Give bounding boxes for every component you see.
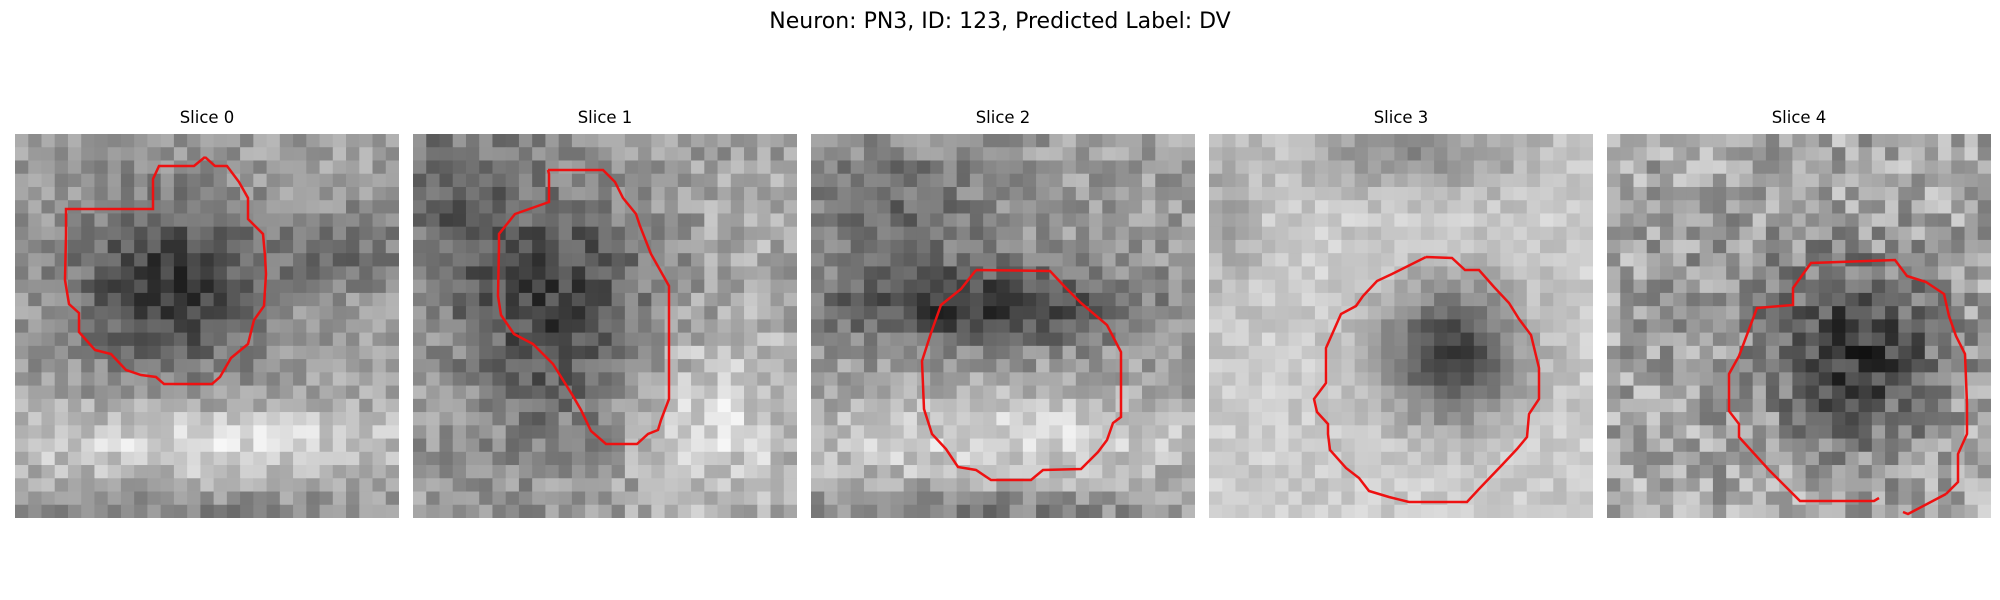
slice-panel-3: Slice 3 <box>1209 108 1593 518</box>
slice-panel-0: Slice 0 <box>15 108 399 518</box>
slice-image-4 <box>1607 134 1991 518</box>
slice-title-1: Slice 1 <box>577 108 633 127</box>
slice-panel-2: Slice 2 <box>811 108 1195 518</box>
slice-title-4: Slice 4 <box>1771 108 1827 127</box>
slice-title-0: Slice 0 <box>179 108 235 127</box>
slice-panel-4: Slice 4 <box>1607 108 1991 518</box>
roi-contour-1 <box>496 168 671 446</box>
slice-panel-1: Slice 1 <box>413 108 797 518</box>
slice-image-3 <box>1209 134 1593 518</box>
roi-contour-3 <box>1312 255 1541 504</box>
roi-contour-4b <box>1902 492 1947 516</box>
figure-title: Neuron: PN3, ID: 123, Predicted Label: D… <box>769 9 1231 34</box>
slice-image-1 <box>413 134 797 518</box>
slice-image-0 <box>15 134 399 518</box>
roi-contour-2 <box>920 268 1123 482</box>
slice-title-3: Slice 3 <box>1373 108 1429 127</box>
roi-contour-4a <box>1727 258 1969 503</box>
slice-title-2: Slice 2 <box>975 108 1031 127</box>
roi-contour-0 <box>63 156 268 386</box>
slice-image-2 <box>811 134 1195 518</box>
